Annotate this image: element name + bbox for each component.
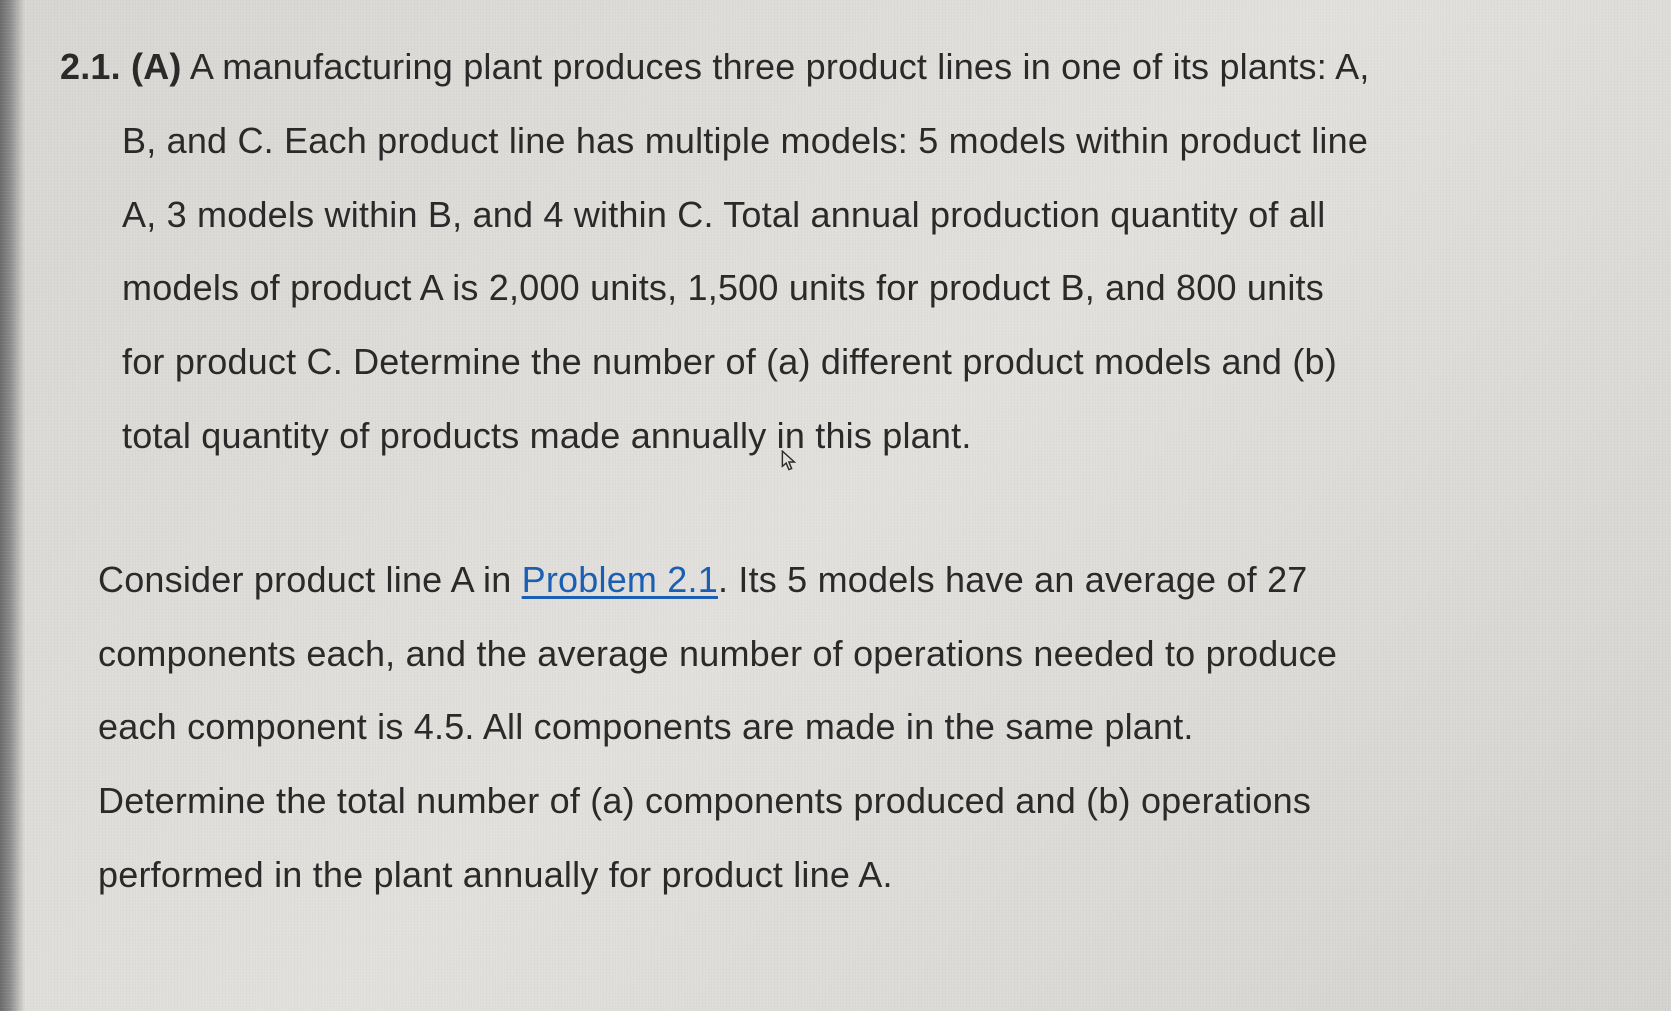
line-3: A, 3 models within B, and 4 within C. To… xyxy=(60,178,1621,252)
line-6-before: total quantity of products made annually… xyxy=(122,415,785,456)
line-1-after-link: . Its 5 models have an average of 27 xyxy=(718,559,1308,600)
line-4: models of product A is 2,000 units, 1,50… xyxy=(60,251,1621,325)
problem-number: 2.1. (A) xyxy=(60,46,182,87)
followup-line-2: components each, and the average number … xyxy=(98,617,1621,691)
problem-2-followup: Consider product line A in Problem 2.1. … xyxy=(60,543,1621,912)
followup-line-1: Consider product line A in Problem 2.1. … xyxy=(98,543,1621,617)
line-6: total quantity of products made annually… xyxy=(60,399,1621,473)
followup-line-5: performed in the plant annually for prod… xyxy=(98,838,1621,912)
problem-2-1-a: 2.1. (A) A manufacturing plant produces … xyxy=(60,30,1621,473)
line-1: 2.1. (A) A manufacturing plant produces … xyxy=(60,30,1621,104)
document-content: 2.1. (A) A manufacturing plant produces … xyxy=(60,30,1621,912)
problem-text-block-1: 2.1. (A) A manufacturing plant produces … xyxy=(60,30,1621,473)
line-1-before-link: Consider product line A in xyxy=(98,559,522,600)
followup-line-3: each component is 4.5. All components ar… xyxy=(98,690,1621,764)
document-page: 2.1. (A) A manufacturing plant produces … xyxy=(0,0,1671,1011)
problem-link[interactable]: Problem 2.1 xyxy=(522,559,718,600)
line-6-after: n this plant. xyxy=(785,415,972,456)
followup-line-4: Determine the total number of (a) compon… xyxy=(98,764,1621,838)
line-5: for product C. Determine the number of (… xyxy=(60,325,1621,399)
line-1-text: A manufacturing plant produces three pro… xyxy=(182,46,1370,87)
line-2: B, and C. Each product line has multiple… xyxy=(60,104,1621,178)
